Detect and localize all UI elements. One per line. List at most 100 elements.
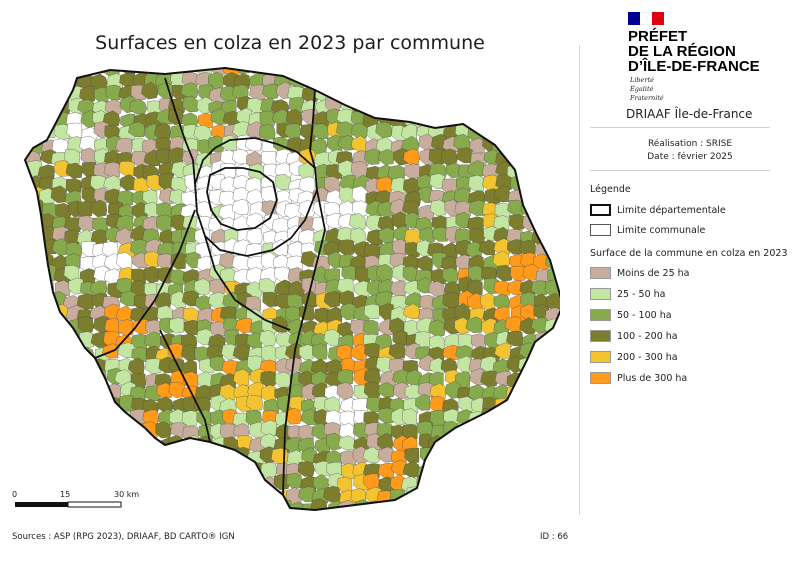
commune[interactable] (222, 291, 240, 310)
commune[interactable] (52, 333, 68, 351)
commune[interactable] (156, 472, 172, 489)
commune[interactable] (114, 464, 132, 481)
commune[interactable] (466, 241, 482, 259)
commune[interactable] (28, 373, 45, 390)
commune[interactable] (324, 396, 341, 413)
commune[interactable] (155, 447, 172, 465)
commune[interactable] (312, 123, 329, 140)
commune[interactable] (27, 60, 44, 77)
commune[interactable] (180, 82, 199, 98)
commune[interactable] (530, 174, 549, 190)
commune[interactable] (27, 83, 45, 100)
commune[interactable] (429, 74, 447, 90)
commune[interactable] (532, 161, 549, 177)
commune[interactable] (375, 121, 393, 138)
commune[interactable] (26, 396, 45, 413)
commune[interactable] (557, 502, 560, 515)
commune[interactable] (404, 447, 420, 464)
commune[interactable] (445, 462, 462, 481)
commune[interactable] (496, 475, 512, 491)
commune[interactable] (27, 451, 43, 469)
commune[interactable] (27, 475, 44, 492)
commune[interactable] (508, 488, 526, 507)
commune[interactable] (52, 394, 68, 412)
commune[interactable] (246, 227, 263, 245)
commune[interactable] (545, 490, 560, 508)
commune[interactable] (311, 332, 328, 349)
commune[interactable] (495, 84, 512, 101)
commune[interactable] (326, 73, 342, 90)
commune[interactable] (466, 422, 484, 438)
commune[interactable] (376, 98, 392, 115)
commune[interactable] (208, 475, 225, 492)
commune[interactable] (468, 513, 484, 515)
commune[interactable] (522, 173, 540, 192)
commune[interactable] (497, 490, 513, 507)
commune[interactable] (403, 511, 419, 515)
commune[interactable] (469, 227, 485, 245)
commune[interactable] (533, 462, 551, 481)
commune[interactable] (471, 489, 488, 505)
commune[interactable] (520, 134, 536, 152)
commune[interactable] (363, 319, 379, 337)
commune[interactable] (478, 239, 496, 256)
commune[interactable] (545, 381, 560, 399)
commune[interactable] (337, 239, 355, 256)
commune[interactable] (348, 85, 367, 101)
commune[interactable] (547, 369, 560, 387)
commune[interactable] (506, 435, 524, 453)
commune[interactable] (142, 409, 160, 427)
commune[interactable] (350, 343, 368, 360)
commune[interactable] (337, 60, 355, 77)
commune[interactable] (25, 321, 43, 337)
commune[interactable] (285, 109, 303, 128)
commune[interactable] (38, 413, 54, 430)
commune[interactable] (549, 61, 560, 78)
commune[interactable] (25, 111, 43, 128)
commune[interactable] (377, 407, 394, 424)
commune[interactable] (418, 60, 437, 76)
commune[interactable] (430, 488, 446, 505)
commune[interactable] (80, 412, 97, 428)
commune[interactable] (117, 190, 133, 207)
commune[interactable] (339, 200, 356, 218)
commune[interactable] (545, 124, 560, 142)
commune[interactable] (115, 227, 132, 246)
commune[interactable] (403, 60, 421, 76)
commune[interactable] (518, 396, 537, 412)
commune[interactable] (454, 514, 471, 515)
commune[interactable] (156, 202, 173, 220)
commune[interactable] (494, 202, 511, 218)
commune[interactable] (208, 135, 225, 153)
commune[interactable] (104, 451, 122, 468)
commune[interactable] (15, 122, 32, 139)
commune[interactable] (323, 291, 341, 308)
commune[interactable] (350, 62, 366, 77)
commune[interactable] (362, 514, 378, 515)
commune[interactable] (232, 501, 250, 515)
commune[interactable] (495, 424, 512, 443)
commune[interactable] (170, 475, 186, 494)
commune[interactable] (482, 458, 500, 476)
commune[interactable] (41, 357, 57, 374)
commune[interactable] (260, 489, 277, 506)
commune[interactable] (467, 112, 483, 130)
commune[interactable] (93, 395, 111, 412)
commune[interactable] (521, 459, 539, 477)
commune[interactable] (181, 410, 198, 427)
commune[interactable] (509, 85, 526, 102)
commune[interactable] (520, 512, 537, 515)
commune[interactable] (402, 503, 418, 515)
commune[interactable] (479, 472, 497, 489)
commune[interactable] (493, 215, 510, 232)
commune[interactable] (388, 342, 406, 360)
commune[interactable] (141, 512, 158, 515)
commune[interactable] (15, 319, 31, 337)
commune[interactable] (288, 280, 305, 298)
commune[interactable] (157, 396, 173, 413)
commune[interactable] (76, 447, 94, 465)
commune[interactable] (378, 86, 395, 104)
commune[interactable] (441, 82, 457, 99)
commune[interactable] (17, 136, 34, 153)
commune[interactable] (104, 99, 122, 116)
